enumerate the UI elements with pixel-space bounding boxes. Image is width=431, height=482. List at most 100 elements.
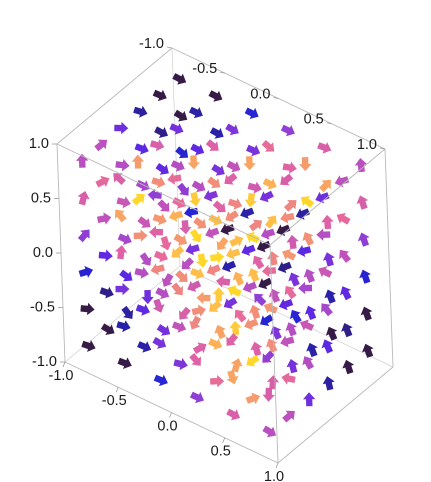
field-arrow <box>208 338 223 350</box>
field-arrow <box>208 90 223 102</box>
field-arrow <box>356 195 369 210</box>
left-tick-label: 1.0 <box>29 136 49 152</box>
field-arrow <box>295 208 310 220</box>
field-arrow <box>304 305 317 320</box>
field-arrow <box>265 215 277 229</box>
field-arrow <box>282 249 297 261</box>
field-arrow <box>256 240 271 253</box>
box-edge <box>269 148 386 246</box>
field-arrow <box>188 106 203 119</box>
field-arrow <box>115 159 130 172</box>
field-arrow <box>216 275 231 288</box>
field-arrow <box>318 266 333 278</box>
field-arrow <box>196 291 211 305</box>
field-arrow <box>80 302 95 316</box>
field-arrow <box>226 370 239 385</box>
field-arrow <box>139 252 152 266</box>
field-arrow <box>280 173 294 186</box>
field-arrow <box>114 121 129 135</box>
field-arrow <box>261 140 275 152</box>
field-arrow <box>131 193 145 206</box>
field-arrow <box>134 266 149 279</box>
field-arrow <box>226 160 241 173</box>
field-arrow <box>156 324 171 336</box>
field-arrow <box>321 214 334 230</box>
field-arrow <box>267 251 280 266</box>
field-arrow <box>247 181 262 194</box>
field-arrow <box>94 139 108 152</box>
field-arrow <box>119 269 133 282</box>
field-arrow <box>322 376 335 391</box>
field-arrow <box>286 359 299 374</box>
field-arrow <box>195 253 209 268</box>
field-arrow <box>189 315 202 330</box>
field-arrow <box>171 245 185 258</box>
field-arrow <box>115 245 128 260</box>
top-tick-mark <box>379 147 386 150</box>
bottom-tick-mark <box>169 412 172 418</box>
bottom-tick-mark <box>115 387 119 393</box>
field-arrow <box>302 356 314 370</box>
field-arrow <box>247 268 260 283</box>
field-arrow <box>321 303 333 317</box>
field-arrow <box>262 350 275 363</box>
left-axis-ticks: 1.0 0.5 0.0 -0.5 -1.0 <box>29 136 65 370</box>
field-arrow <box>340 286 352 301</box>
field-arrow <box>336 212 351 225</box>
field-arrow <box>149 139 165 152</box>
field-arrow <box>191 180 206 193</box>
field-arrow <box>259 190 274 203</box>
field-arrow <box>210 375 225 388</box>
field-arrow <box>265 338 278 353</box>
field-arrow <box>229 320 242 335</box>
field-arrow <box>189 391 204 404</box>
field-arrow <box>224 172 238 185</box>
top-tick-label: -0.5 <box>192 61 217 77</box>
field-arrow <box>226 333 239 346</box>
box-edge <box>56 143 271 246</box>
left-tick-label: -1.0 <box>32 354 57 370</box>
field-arrow <box>134 143 149 155</box>
field-arrow <box>169 123 184 135</box>
field-arrow <box>270 326 282 340</box>
field-arrow <box>168 209 184 222</box>
box-edge <box>179 265 394 368</box>
field-arrow <box>153 374 168 387</box>
field-arrow <box>114 209 127 223</box>
field-arrow <box>135 179 150 192</box>
field-arrow <box>131 154 145 169</box>
field-arrow <box>211 164 225 176</box>
field-arrow <box>321 339 333 354</box>
field-arrow <box>317 142 332 154</box>
field-arrow <box>77 229 90 243</box>
bottom-tick-label: 1.0 <box>264 469 284 482</box>
bottom-tick-mark <box>222 437 226 443</box>
field-arrow <box>212 200 226 213</box>
field-arrow <box>157 199 170 212</box>
field-arrow <box>209 300 222 312</box>
field-arrow <box>282 410 295 423</box>
field-arrow <box>359 269 371 284</box>
field-arrow <box>325 326 338 341</box>
top-tick-label: 1.0 <box>357 137 377 153</box>
field-arrow <box>117 233 132 245</box>
left-tick-label: -0.5 <box>30 299 55 315</box>
bottom-tick-label: 0.0 <box>157 418 177 434</box>
bottom-tick-mark <box>275 462 279 469</box>
box-edge <box>171 47 181 267</box>
field-arrow <box>149 225 163 239</box>
field-arrow <box>227 198 243 210</box>
field-arrow <box>241 244 256 256</box>
box-edge <box>277 366 394 464</box>
bottom-tick-label: -0.5 <box>102 393 127 409</box>
field-arrow <box>276 224 291 236</box>
field-arrow <box>115 282 130 296</box>
field-arrow <box>334 175 350 188</box>
field-arrow <box>300 196 315 208</box>
bottom-tick-label: 0.5 <box>211 444 231 460</box>
field-arrow <box>116 320 131 333</box>
field-arrow <box>299 157 312 172</box>
left-tick-label: 0.0 <box>33 245 53 261</box>
field-arrow <box>171 321 187 333</box>
field-arrow <box>161 273 174 287</box>
